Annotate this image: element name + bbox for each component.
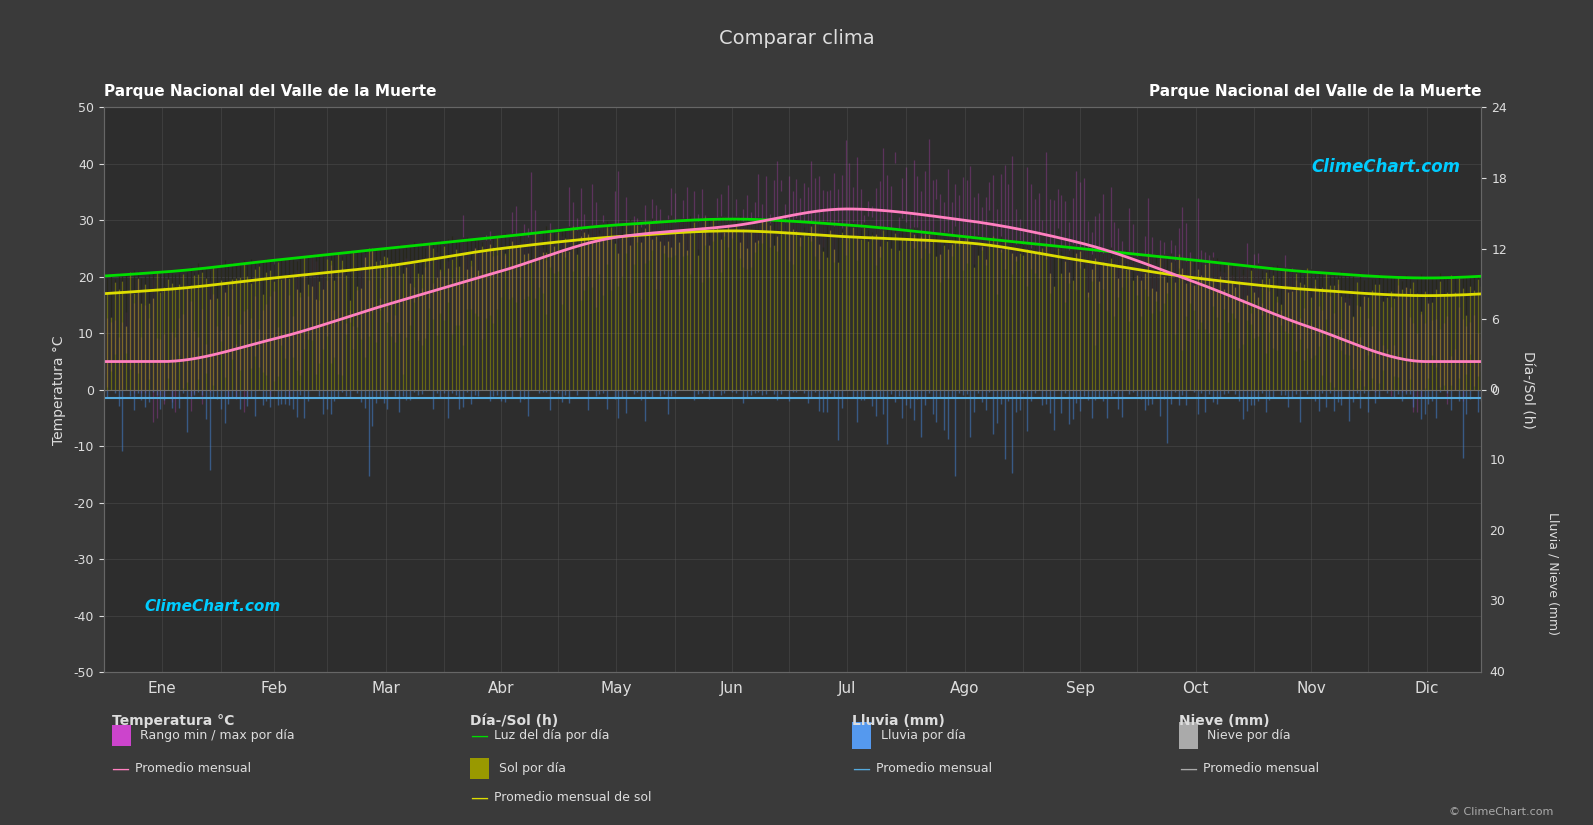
Text: Lluvia / Nieve (mm): Lluvia / Nieve (mm) [1547,512,1560,635]
Text: Promedio mensual de sol: Promedio mensual de sol [494,791,652,804]
Text: Comparar clima: Comparar clima [718,29,875,48]
Text: —: — [1179,760,1196,778]
Text: Rango min / max por día: Rango min / max por día [140,729,295,742]
Text: 0: 0 [1489,384,1497,396]
Text: Parque Nacional del Valle de la Muerte: Parque Nacional del Valle de la Muerte [104,84,436,99]
Text: Temperatura °C: Temperatura °C [112,714,234,728]
Text: Promedio mensual: Promedio mensual [1203,762,1319,776]
Text: 10: 10 [1489,454,1505,467]
Text: ClimeChart.com: ClimeChart.com [1311,158,1461,176]
Y-axis label: Día-/Sol (h): Día-/Sol (h) [1521,351,1536,429]
Text: 40: 40 [1489,666,1505,679]
Text: —: — [852,760,870,778]
Text: Parque Nacional del Valle de la Muerte: Parque Nacional del Valle de la Muerte [1149,84,1481,99]
Text: Nieve (mm): Nieve (mm) [1179,714,1270,728]
Text: 30: 30 [1489,595,1505,608]
Text: —: — [470,727,487,745]
Text: Sol por día: Sol por día [499,762,566,776]
Text: Día-/Sol (h): Día-/Sol (h) [470,714,558,728]
Text: ClimeChart.com: ClimeChart.com [145,599,280,614]
Text: Lluvia por día: Lluvia por día [881,729,965,742]
Text: Luz del día por día: Luz del día por día [494,729,610,742]
Text: Promedio mensual: Promedio mensual [135,762,252,776]
Text: Nieve por día: Nieve por día [1207,729,1290,742]
Text: —: — [112,760,129,778]
Text: Lluvia (mm): Lluvia (mm) [852,714,945,728]
Text: —: — [470,789,487,807]
Y-axis label: Temperatura °C: Temperatura °C [53,335,67,445]
Text: Promedio mensual: Promedio mensual [876,762,992,776]
Text: 20: 20 [1489,525,1505,538]
Text: © ClimeChart.com: © ClimeChart.com [1448,807,1553,817]
